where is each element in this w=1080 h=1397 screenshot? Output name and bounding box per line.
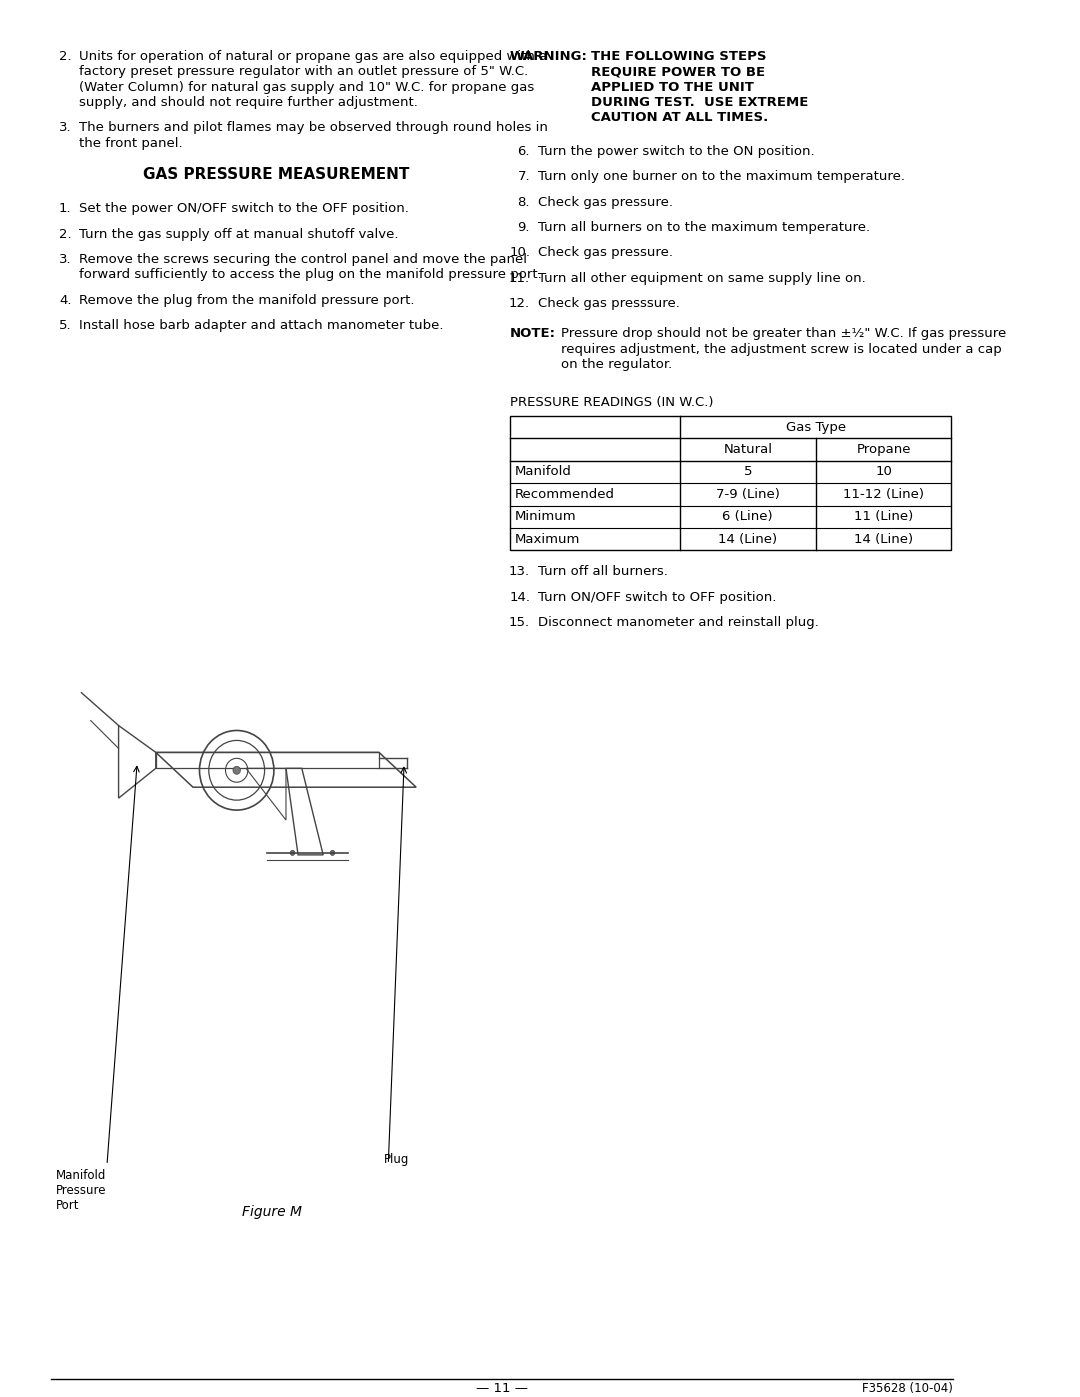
Text: Maximum: Maximum [515,532,581,546]
Text: Remove the screws securing the control panel and move the panel: Remove the screws securing the control p… [79,253,527,265]
Text: 1.: 1. [59,203,71,215]
Text: Plug: Plug [383,1153,409,1165]
Text: Gas Type: Gas Type [785,420,846,433]
Text: — 11 —: — 11 — [476,1382,528,1396]
Text: Set the power ON/OFF switch to the OFF position.: Set the power ON/OFF switch to the OFF p… [79,203,409,215]
Text: Check gas pressure.: Check gas pressure. [538,196,673,208]
Text: Turn off all burners.: Turn off all burners. [538,566,667,578]
Text: 2.: 2. [59,228,71,240]
Text: 14.: 14. [509,591,530,604]
Text: 10: 10 [875,465,892,478]
Text: the front panel.: the front panel. [79,137,183,149]
Text: 12.: 12. [509,298,530,310]
Text: 15.: 15. [509,616,530,629]
Text: 14 (Line): 14 (Line) [854,532,914,546]
Text: REQUIRE POWER TO BE: REQUIRE POWER TO BE [592,66,766,78]
Text: Pressure drop should not be greater than ±½" W.C. If gas pressure: Pressure drop should not be greater than… [561,327,1007,341]
Text: WARNING:: WARNING: [510,50,588,63]
Text: Minimum: Minimum [515,510,577,524]
Text: The burners and pilot flames may be observed through round holes in: The burners and pilot flames may be obse… [79,122,548,134]
Text: 6 (Line): 6 (Line) [723,510,773,524]
Text: factory preset pressure regulator with an outlet pressure of 5" W.C.: factory preset pressure regulator with a… [79,66,528,78]
Text: Turn ON/OFF switch to OFF position.: Turn ON/OFF switch to OFF position. [538,591,775,604]
Text: 11.: 11. [509,271,530,285]
Text: DURING TEST.  USE EXTREME: DURING TEST. USE EXTREME [592,96,809,109]
Text: Install hose barb adapter and attach manometer tube.: Install hose barb adapter and attach man… [79,319,444,332]
Text: on the regulator.: on the regulator. [561,358,672,372]
Text: 3.: 3. [59,253,71,265]
Text: 11-12 (Line): 11-12 (Line) [843,488,924,500]
Text: Remove the plug from the manifold pressure port.: Remove the plug from the manifold pressu… [79,293,415,307]
Text: 14 (Line): 14 (Line) [718,532,778,546]
Text: Turn all burners on to the maximum temperature.: Turn all burners on to the maximum tempe… [538,221,869,233]
Text: 2.: 2. [59,50,71,63]
Text: Disconnect manometer and reinstall plug.: Disconnect manometer and reinstall plug. [538,616,819,629]
Text: APPLIED TO THE UNIT: APPLIED TO THE UNIT [592,81,754,94]
Text: forward sufficiently to access the plug on the manifold pressure port.: forward sufficiently to access the plug … [79,268,542,281]
Text: Turn the power switch to the ON position.: Turn the power switch to the ON position… [538,145,814,158]
Text: Units for operation of natural or propane gas are also equipped with a: Units for operation of natural or propan… [79,50,548,63]
Text: Manifold
Pressure
Port: Manifold Pressure Port [56,1169,106,1213]
Text: 13.: 13. [509,566,530,578]
Text: 10.: 10. [509,246,530,260]
Text: Manifold: Manifold [515,465,572,478]
Text: NOTE:: NOTE: [510,327,555,341]
Circle shape [233,767,241,774]
Text: (Water Column) for natural gas supply and 10" W.C. for propane gas: (Water Column) for natural gas supply an… [79,81,535,94]
Text: 5.: 5. [59,319,71,332]
Text: Check gas presssure.: Check gas presssure. [538,298,679,310]
Text: 7-9 (Line): 7-9 (Line) [716,488,780,500]
Text: Turn only one burner on to the maximum temperature.: Turn only one burner on to the maximum t… [538,170,905,183]
Text: Check gas pressure.: Check gas pressure. [538,246,673,260]
Text: 8.: 8. [517,196,530,208]
Text: 3.: 3. [59,122,71,134]
Text: 11 (Line): 11 (Line) [854,510,914,524]
Text: Propane: Propane [856,443,910,455]
Text: CAUTION AT ALL TIMES.: CAUTION AT ALL TIMES. [592,112,769,124]
Text: Recommended: Recommended [515,488,616,500]
Text: Natural: Natural [724,443,772,455]
Text: 6.: 6. [517,145,530,158]
Text: 9.: 9. [517,221,530,233]
Circle shape [291,851,295,855]
Text: THE FOLLOWING STEPS: THE FOLLOWING STEPS [592,50,767,63]
Text: 7.: 7. [517,170,530,183]
Bar [510,416,951,550]
Text: F35628 (10-04): F35628 (10-04) [863,1382,954,1396]
Circle shape [330,851,335,855]
Text: Turn all other equipment on same supply line on.: Turn all other equipment on same supply … [538,271,865,285]
Text: Turn the gas supply off at manual shutoff valve.: Turn the gas supply off at manual shutof… [79,228,399,240]
Text: GAS PRESSURE MEASUREMENT: GAS PRESSURE MEASUREMENT [144,168,410,182]
Text: Figure M: Figure M [242,1206,302,1220]
Text: 4.: 4. [59,293,71,307]
Text: supply, and should not require further adjustment.: supply, and should not require further a… [79,96,418,109]
Text: 5: 5 [743,465,752,478]
Text: PRESSURE READINGS (IN W.C.): PRESSURE READINGS (IN W.C.) [510,395,713,408]
Text: requires adjustment, the adjustment screw is located under a cap: requires adjustment, the adjustment scre… [561,342,1001,356]
